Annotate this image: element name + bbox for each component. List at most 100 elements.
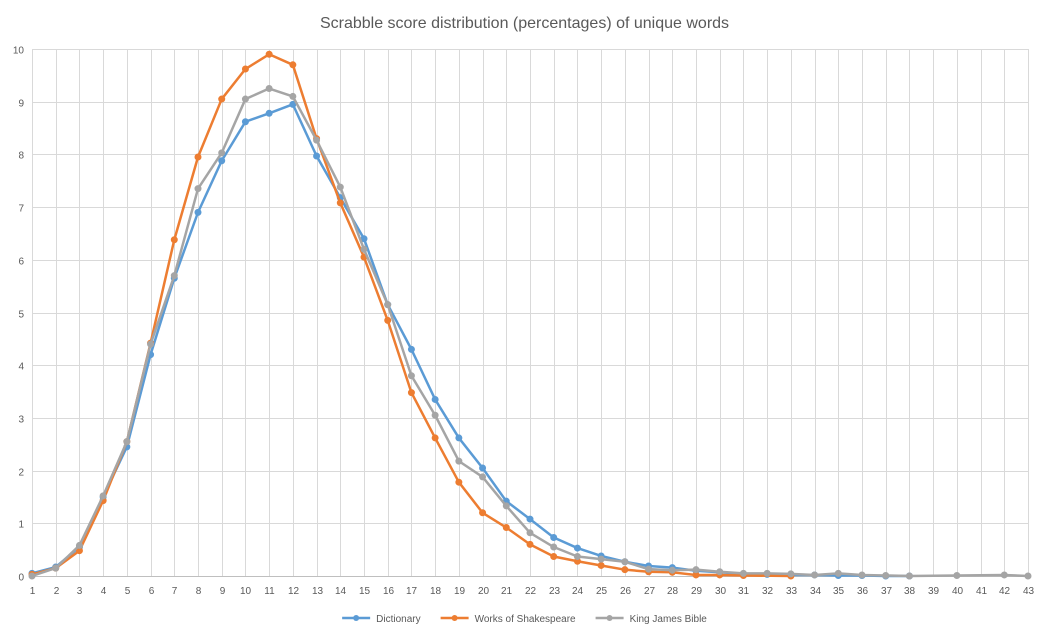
x-tick-label: 26 [620,586,632,597]
y-tick-label: 3 [18,415,24,426]
legend-swatch-marker [606,615,613,621]
x-tick-label: 37 [881,586,893,597]
data-point [526,529,534,537]
x-tick-label: 6 [149,586,155,597]
x-tick-label: 19 [454,586,466,597]
data-point [739,569,747,577]
x-tick-label: 12 [288,586,300,597]
data-point [407,345,415,353]
x-tick-label: 33 [786,586,798,597]
legend-swatch-marker [353,615,360,621]
data-point [407,372,415,380]
data-point [550,553,558,560]
x-tick-label: 43 [1023,586,1035,597]
data-point [75,541,83,549]
data-point [218,157,226,165]
x-tick-label: 22 [525,586,537,597]
x-tick-label: 18 [430,586,442,597]
data-point [194,153,202,161]
series-line [30,103,911,578]
x-tick-label: 29 [691,586,703,597]
x-tick-label: 35 [833,586,845,597]
x-tick-label: 39 [928,586,940,597]
grid-lines [32,49,1029,576]
y-tick-label: 0 [18,573,24,584]
x-tick-label: 27 [644,586,656,597]
y-tick-label: 6 [18,257,24,268]
x-tick-label: 23 [549,586,561,597]
data-point [384,316,392,324]
y-tick-label: 4 [18,362,24,373]
data-point [502,502,510,510]
data-point [194,208,202,216]
x-tick-label: 15 [359,586,371,597]
data-point [336,183,344,191]
data-point [716,568,724,576]
x-tick-label: 21 [501,586,513,597]
x-tick-label: 25 [596,586,608,597]
data-point [834,569,842,577]
series-group [28,50,1032,580]
x-tick-label: 42 [999,586,1011,597]
x-tick-label: 32 [762,586,774,597]
x-tick-label: 9 [220,586,226,597]
data-point [621,566,629,574]
legend-label: King James Bible [630,614,708,625]
data-point [241,65,249,73]
legend-label: Works of Shakespeare [475,614,576,625]
data-point [573,544,581,552]
y-tick-label: 7 [18,204,24,215]
data-point [289,92,297,100]
data-point [811,571,819,579]
data-point [265,85,273,93]
x-tick-label: 5 [125,586,131,597]
data-point [218,95,226,103]
x-tick-label: 3 [77,586,83,597]
data-point [668,566,676,574]
data-point [1000,571,1008,579]
x-tick-label: 28 [667,586,679,597]
x-tick-label: 34 [810,586,822,597]
data-point [99,492,107,500]
x-tick-label: 8 [196,586,202,597]
data-point [953,571,961,579]
y-tick-label: 10 [13,46,25,57]
legend: Dictionary Works of Shakespeare King James… [342,614,707,625]
x-tick-label: 16 [383,586,395,597]
data-point [313,152,321,160]
data-point [502,524,510,532]
x-tick-label: 30 [715,586,727,597]
x-tick-label: 2 [54,586,60,597]
data-point [455,457,463,465]
y-tick-label: 5 [18,310,24,321]
data-point [384,301,392,309]
data-point [526,540,534,548]
x-tick-label: 31 [738,586,750,597]
chart-title: Scrabble score distribution (percentages… [320,15,729,32]
x-tick-label: 40 [952,586,964,597]
legend-label: Dictionary [376,614,420,625]
data-point [147,340,155,348]
data-point [28,572,36,580]
data-point [597,561,605,569]
data-point [787,570,795,578]
y-tick-label: 2 [18,468,24,479]
x-tick-label: 20 [478,586,490,597]
x-tick-label: 10 [240,586,252,597]
legend-item: Dictionary [342,614,421,625]
data-point [336,199,344,207]
data-point [573,553,581,560]
series-0 [28,100,913,580]
legend-item: King James Bible [595,614,708,625]
series-line [30,53,793,578]
y-tick-label: 9 [18,99,24,110]
y-tick-label: 1 [18,520,24,531]
x-tick-label: 1 [30,586,36,597]
x-tick-label: 13 [312,586,324,597]
data-point [526,515,534,523]
data-point [170,236,178,244]
data-point [858,571,866,579]
x-tick-label: 11 [264,586,275,597]
